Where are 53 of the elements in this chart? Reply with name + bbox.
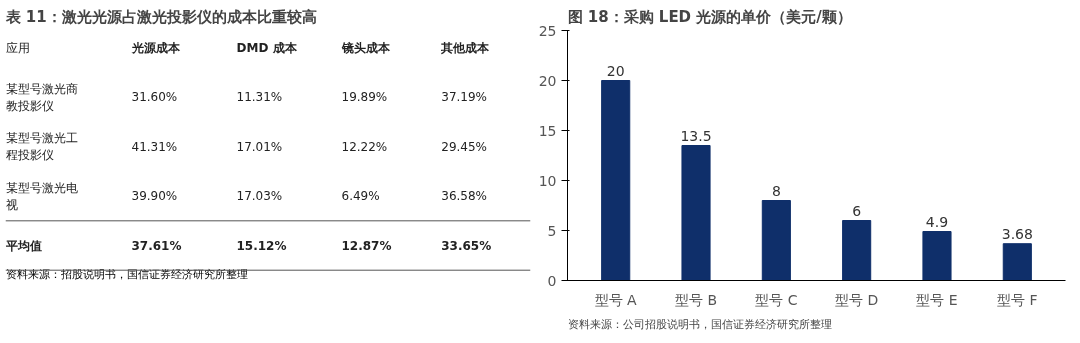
x-tick-label: 型号 B (674, 291, 718, 308)
bar (761, 200, 791, 281)
text: 37.19% (441, 90, 488, 105)
text: 12.87% (341, 238, 392, 253)
data-label: 4.9 (925, 213, 949, 230)
text: 41.31% (131, 139, 178, 154)
text: 资料来源：公司招股说明书，国信证券经济研究所整理 (567, 317, 832, 331)
x-tick-label: 型号 E (916, 291, 958, 308)
text: 15.12% (236, 238, 287, 253)
text: 33.65% (441, 238, 492, 253)
bar (922, 231, 952, 281)
text: 某型号激光工程投影仪 (5, 131, 78, 163)
y-tick-label: 0 (547, 272, 557, 289)
y-tick-label: 25 (538, 22, 557, 39)
data-label: 3.68 (1001, 225, 1033, 242)
x-tick-label: 型号 F (997, 291, 1038, 308)
text: 光源成本 (130, 41, 181, 55)
text: 17.03% (236, 189, 283, 204)
text: 19.89% (341, 90, 388, 105)
text: 11.31% (236, 90, 283, 105)
data-label: 8 (771, 182, 781, 199)
x-tick-label: 型号 A (594, 291, 638, 308)
text: 12.22% (341, 139, 388, 154)
text: 某型号激光电视 (5, 180, 78, 212)
x-tick-label: 型号 C (755, 291, 798, 308)
text: 应用 (5, 41, 30, 55)
text: 某型号激光商教投影仪 (5, 81, 78, 113)
y-tick-label: 5 (547, 222, 557, 239)
text: 17.01% (236, 139, 283, 154)
y-tick-label: 20 (538, 72, 557, 89)
text: 表 11：激光光源占激光投影仪的成本比重较高 (4, 7, 317, 26)
text: 其他成本 (440, 41, 491, 55)
text: 镜头成本 (340, 41, 391, 55)
data-label: 20 (606, 62, 625, 79)
text: 31.60% (131, 90, 178, 105)
bar (1002, 243, 1032, 281)
text: DMD 成本 (236, 41, 298, 55)
bar (681, 145, 711, 281)
text: 6.49% (341, 189, 380, 204)
y-tick-label: 10 (538, 172, 557, 189)
text: 29.45% (441, 139, 488, 154)
text: 平均值 (4, 238, 42, 253)
bar (842, 220, 872, 281)
text: 资料来源：招股说明书，国信证券经济研究所整理 (5, 267, 248, 281)
y-tick-label: 15 (538, 122, 557, 139)
text: 39.90% (131, 189, 178, 204)
bar (601, 80, 631, 281)
text: 37.61% (131, 238, 182, 253)
text: 36.58% (441, 189, 488, 204)
x-tick-label: 型号 D (835, 291, 879, 308)
chart-title: 图 18：采购 LED 光源的单价（美元/颗） (567, 7, 852, 26)
data-label: 6 (852, 202, 862, 219)
data-label: 13.5 (680, 127, 712, 144)
